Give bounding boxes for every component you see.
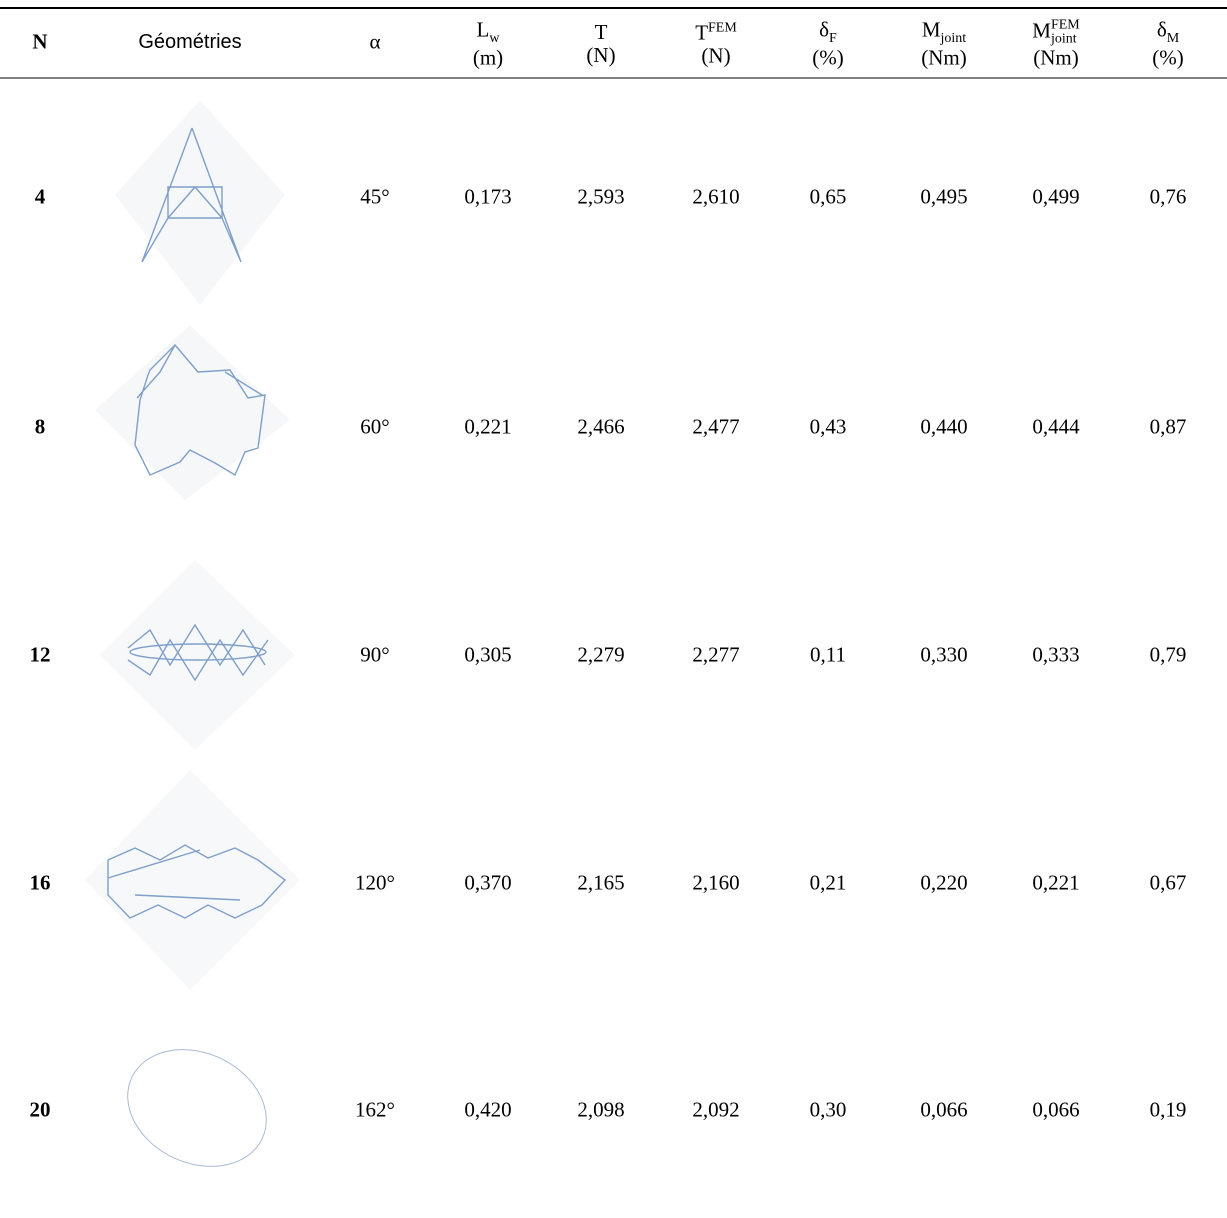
table-cell: 0,65 xyxy=(809,184,847,209)
table-cell: 0,79 xyxy=(1149,642,1187,667)
header-cell: Lw (m) xyxy=(472,17,504,70)
table-cell: 2,477 xyxy=(692,414,740,439)
header-unit: (Nm) xyxy=(921,45,967,70)
table-cell: 120° xyxy=(355,870,395,895)
table-cell: 0,495 xyxy=(920,184,968,209)
header-cell: δF (%) xyxy=(812,17,844,70)
header-cell: Géométries xyxy=(138,31,241,53)
table-cell: 0,066 xyxy=(920,1097,968,1122)
header-symbol: Géométries xyxy=(138,31,242,53)
header-symbol-line: M FEM joint xyxy=(1032,18,1079,46)
header-cell: δM (%) xyxy=(1152,17,1184,70)
table-cell: 0,76 xyxy=(1149,184,1187,209)
header-unit: (N) xyxy=(701,43,731,68)
table-cell: 0,420 xyxy=(464,1097,512,1122)
header-symbol-line: α xyxy=(369,30,380,53)
table-cell: 2,279 xyxy=(577,642,625,667)
table-cell: 2,610 xyxy=(692,184,740,209)
header-unit: (Nm) xyxy=(1033,45,1079,70)
header-symbol-line: N xyxy=(32,30,47,53)
header-symbol-line: δF xyxy=(812,17,843,47)
header-superscript: FEM xyxy=(1050,17,1080,33)
table-cell: 0,19 xyxy=(1149,1097,1187,1122)
table-cell: 2,160 xyxy=(692,870,740,895)
table-cell: 162° xyxy=(355,1097,395,1122)
header-subscript: M xyxy=(1166,30,1180,46)
header-subscript: joint xyxy=(940,30,967,46)
header-symbol-line: Mjoint xyxy=(921,17,967,47)
table-cell: 2,277 xyxy=(692,642,740,667)
table-cell: 0,21 xyxy=(809,870,847,895)
table-cell: 2,092 xyxy=(692,1097,740,1122)
header-subscript: F xyxy=(829,30,837,46)
table-cell: 0,305 xyxy=(464,642,512,667)
table-cell: 2,098 xyxy=(577,1097,625,1122)
header-symbol-line: Géométries xyxy=(138,31,241,53)
table-cell: 60° xyxy=(360,414,390,439)
table-cell: 0,30 xyxy=(809,1097,847,1122)
header-symbol: α xyxy=(369,29,381,54)
table-cell: 0,43 xyxy=(809,414,847,439)
header-unit: (%) xyxy=(812,45,844,70)
header-cell: T (N) xyxy=(586,19,616,67)
header-symbol-line: Lw xyxy=(473,17,503,47)
table-cell: 8 xyxy=(34,414,46,439)
header-script-stack: FEM joint xyxy=(1051,18,1080,46)
table-cell: 0,066 xyxy=(1032,1097,1080,1122)
header-cell: N xyxy=(32,30,47,53)
header-symbol: T xyxy=(695,20,709,45)
table-cell: 0,440 xyxy=(920,414,968,439)
table-cell: 16 xyxy=(29,870,51,895)
header-symbol: N xyxy=(32,29,48,54)
table-cell: 4 xyxy=(34,184,46,209)
header-symbol-line: δM xyxy=(1152,17,1183,47)
header-cell: M FEM joint (Nm) xyxy=(1032,18,1079,69)
header-symbol: δ xyxy=(819,17,830,42)
header-symbol: M xyxy=(1032,18,1051,43)
header-cell: α xyxy=(369,30,380,53)
table-cell: 0,11 xyxy=(810,642,846,667)
table-cell: 0,370 xyxy=(464,870,512,895)
table-cell: 90° xyxy=(360,642,390,667)
table-cell: 2,593 xyxy=(577,184,625,209)
header-cell: Mjoint (Nm) xyxy=(921,17,967,70)
table-cell: 0,87 xyxy=(1149,414,1187,439)
table-cell: 0,220 xyxy=(920,870,968,895)
header-unit: (m) xyxy=(472,45,504,70)
table-cell: 0,221 xyxy=(464,414,512,439)
table-cell: 2,165 xyxy=(577,870,625,895)
header-symbol: T xyxy=(594,19,608,44)
header-symbol: δ xyxy=(1156,17,1167,42)
header-subscript: joint xyxy=(1050,31,1077,47)
table-cell: 0,173 xyxy=(464,184,512,209)
table-cell: 0,499 xyxy=(1032,184,1080,209)
table-cell: 0,333 xyxy=(1032,642,1080,667)
table-cell: 0,221 xyxy=(1032,870,1080,895)
table-cell: 0,67 xyxy=(1149,870,1187,895)
geometry-sketches xyxy=(85,100,300,1167)
table-cell: 45° xyxy=(360,184,390,209)
header-symbol: L xyxy=(476,17,490,42)
header-symbol-line: TFEM xyxy=(695,20,737,44)
header-unit: (N) xyxy=(586,43,616,67)
header-unit: (%) xyxy=(1152,45,1184,70)
header-subscript: w xyxy=(489,30,500,46)
table-cell: 0,330 xyxy=(920,642,968,667)
header-symbol-line: T xyxy=(586,19,615,44)
table-cell: 20 xyxy=(29,1097,51,1122)
table-cell: 2,466 xyxy=(577,414,625,439)
header-symbol: M xyxy=(921,17,941,42)
table-cell: 12 xyxy=(29,642,51,667)
header-cell: TFEM (N) xyxy=(695,20,737,67)
table-cell: 0,444 xyxy=(1032,414,1080,439)
header-superscript: FEM xyxy=(708,20,737,36)
